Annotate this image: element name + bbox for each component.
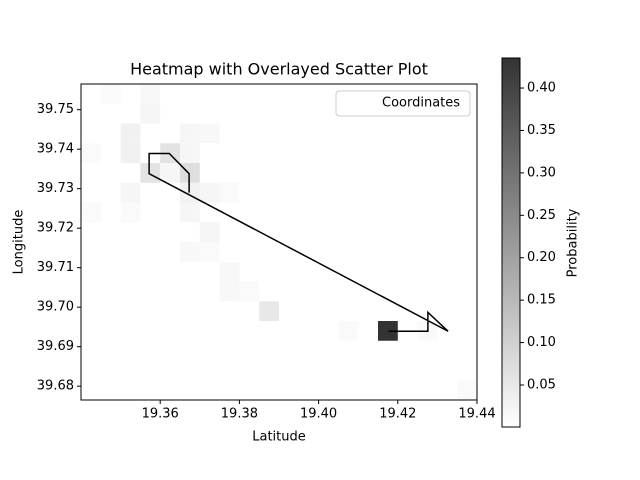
y-axis-label: Longitude xyxy=(12,210,27,275)
heatmap-cell xyxy=(259,301,279,321)
colorbar-tick-label: 0.40 xyxy=(527,81,556,96)
heatmap-cell xyxy=(120,123,141,144)
heatmap-cell xyxy=(140,103,161,124)
heatmap-cell xyxy=(120,182,141,203)
y-tick-label: 39.69 xyxy=(37,339,74,354)
colorbar-tick-label: 0.15 xyxy=(527,293,556,308)
x-axis-label: Latitude xyxy=(252,430,306,445)
heatmap-cell xyxy=(219,261,240,282)
heatmap-cell xyxy=(100,84,121,104)
heatmap-cell xyxy=(140,163,161,183)
heatmap-cell xyxy=(120,143,141,163)
colorbar-tick-label: 0.30 xyxy=(527,165,556,180)
x-tick-label: 19.42 xyxy=(379,407,416,422)
heatmap-cell xyxy=(81,143,101,163)
colorbar-tick-label: 0.35 xyxy=(527,123,556,138)
chart-title: Heatmap with Overlayed Scatter Plot xyxy=(130,60,428,79)
heatmap-cell xyxy=(199,222,220,242)
colorbar-label: Probability xyxy=(566,208,581,277)
heatmap-cell xyxy=(160,163,180,183)
heatmap-cell xyxy=(199,242,220,262)
series-line xyxy=(148,152,449,333)
legend-box xyxy=(335,90,471,117)
heatmap-cell xyxy=(180,202,200,223)
x-tick-label: 19.44 xyxy=(458,407,495,422)
y-tick-label: 39.73 xyxy=(37,181,74,196)
heatmap-cell xyxy=(160,143,180,163)
y-tick-label: 39.70 xyxy=(37,300,74,315)
x-tick-label: 19.40 xyxy=(300,407,337,422)
colorbar xyxy=(501,57,521,428)
heatmap-cell xyxy=(457,380,477,400)
y-tick-label: 39.71 xyxy=(37,260,74,275)
heatmap-cell xyxy=(219,281,240,302)
colorbar-tick-label: 0.25 xyxy=(527,208,556,223)
heatmap-cell xyxy=(199,123,220,144)
y-tick-label: 39.72 xyxy=(37,221,74,236)
heatmap-cell xyxy=(120,202,141,223)
heatmap-cell xyxy=(239,281,260,302)
heatmap-cell xyxy=(180,123,200,144)
x-tick-label: 19.38 xyxy=(221,407,258,422)
heatmap-cell xyxy=(140,84,161,104)
y-tick-label: 39.74 xyxy=(37,142,74,157)
y-tick-label: 39.68 xyxy=(37,379,74,394)
colorbar-tick-label: 0.05 xyxy=(527,378,556,393)
heatmap-cell xyxy=(180,143,200,163)
legend-label: Coordinates xyxy=(382,96,460,111)
heatmap-cell xyxy=(219,182,240,203)
x-tick-label: 19.36 xyxy=(142,407,179,422)
heatmap-cell xyxy=(199,182,220,203)
heatmap-cell xyxy=(338,321,359,341)
colorbar-tick-label: 0.20 xyxy=(527,250,556,265)
heatmap-cell xyxy=(81,202,101,223)
colorbar-tick-label: 0.10 xyxy=(527,335,556,350)
plot-frame xyxy=(80,83,478,401)
y-tick-label: 39.75 xyxy=(37,102,74,117)
heatmap-cell xyxy=(378,321,398,341)
heatmap-cell xyxy=(180,163,200,183)
heatmap-cell xyxy=(180,242,200,262)
